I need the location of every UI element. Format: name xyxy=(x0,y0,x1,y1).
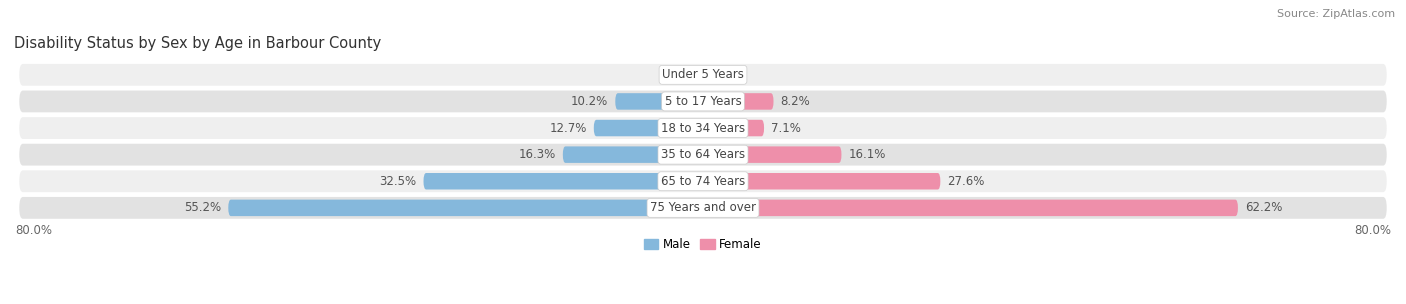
FancyBboxPatch shape xyxy=(20,144,1386,166)
FancyBboxPatch shape xyxy=(616,93,703,110)
Text: 18 to 34 Years: 18 to 34 Years xyxy=(661,122,745,135)
FancyBboxPatch shape xyxy=(20,91,1386,112)
Text: 55.2%: 55.2% xyxy=(184,201,221,214)
Text: 16.3%: 16.3% xyxy=(519,148,555,161)
FancyBboxPatch shape xyxy=(703,173,941,189)
Text: 10.2%: 10.2% xyxy=(571,95,609,108)
Text: 27.6%: 27.6% xyxy=(948,175,984,188)
Text: 62.2%: 62.2% xyxy=(1244,201,1282,214)
FancyBboxPatch shape xyxy=(703,147,841,163)
Text: 0.0%: 0.0% xyxy=(661,68,690,81)
FancyBboxPatch shape xyxy=(703,93,773,110)
FancyBboxPatch shape xyxy=(228,200,703,216)
Text: 5 to 17 Years: 5 to 17 Years xyxy=(665,95,741,108)
FancyBboxPatch shape xyxy=(562,147,703,163)
FancyBboxPatch shape xyxy=(703,200,1237,216)
FancyBboxPatch shape xyxy=(20,117,1386,139)
Text: 75 Years and over: 75 Years and over xyxy=(650,201,756,214)
FancyBboxPatch shape xyxy=(703,120,763,136)
Text: 65 to 74 Years: 65 to 74 Years xyxy=(661,175,745,188)
Text: Under 5 Years: Under 5 Years xyxy=(662,68,744,81)
FancyBboxPatch shape xyxy=(423,173,703,189)
Text: Source: ZipAtlas.com: Source: ZipAtlas.com xyxy=(1277,9,1395,19)
Text: 80.0%: 80.0% xyxy=(1354,224,1391,237)
FancyBboxPatch shape xyxy=(593,120,703,136)
FancyBboxPatch shape xyxy=(20,197,1386,219)
Text: 16.1%: 16.1% xyxy=(848,148,886,161)
Text: Disability Status by Sex by Age in Barbour County: Disability Status by Sex by Age in Barbo… xyxy=(14,36,381,51)
Text: 32.5%: 32.5% xyxy=(380,175,416,188)
Text: 80.0%: 80.0% xyxy=(15,224,52,237)
FancyBboxPatch shape xyxy=(20,64,1386,86)
Text: 0.0%: 0.0% xyxy=(716,68,745,81)
Legend: Male, Female: Male, Female xyxy=(640,233,766,256)
Text: 8.2%: 8.2% xyxy=(780,95,810,108)
FancyBboxPatch shape xyxy=(20,170,1386,192)
Text: 7.1%: 7.1% xyxy=(770,122,801,135)
Text: 12.7%: 12.7% xyxy=(550,122,586,135)
Text: 35 to 64 Years: 35 to 64 Years xyxy=(661,148,745,161)
